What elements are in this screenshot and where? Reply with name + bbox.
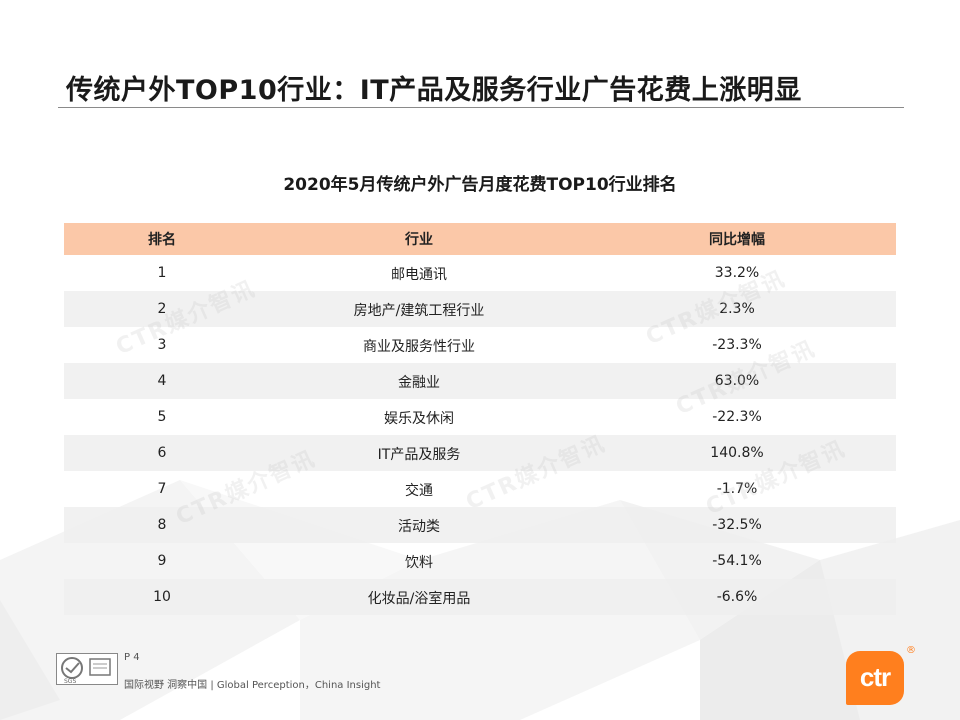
ctr-logo: ctr <box>846 651 904 705</box>
cell-rank: 10 <box>64 579 260 615</box>
table-row: 6 IT产品及服务 140.8% <box>64 435 896 471</box>
cell-rank: 9 <box>157 553 167 569</box>
page-title: 传统户外TOP10行业：IT产品及服务行业广告花费上涨明显 <box>66 75 802 106</box>
cell-rank: 1 <box>157 265 167 281</box>
cell-change: -23.3% <box>712 337 762 353</box>
table-title: 2020年5月传统户外广告月度花费TOP10行业排名 <box>283 175 677 195</box>
page-number: P 4 <box>124 652 140 663</box>
table-row: 4 金融业 63.0% <box>64 363 896 399</box>
registered-mark: ® <box>906 645 916 656</box>
header-change: 同比增幅 <box>578 223 896 255</box>
table-header-row: 排名 行业 同比增幅 <box>64 223 896 255</box>
cell-rank: 4 <box>64 363 260 399</box>
cell-industry: 饮料 <box>405 555 433 571</box>
footer-tagline: 国际视野 洞察中国 | Global Perception，China Insi… <box>124 680 381 691</box>
cell-industry: 金融业 <box>260 363 578 399</box>
ranking-table: 排名 行业 同比增幅 1 邮电通讯 33.2% 2 房地产/建筑工程行业 2.3… <box>64 223 896 615</box>
cell-change: 63.0% <box>578 363 896 399</box>
cell-rank: 5 <box>157 409 167 425</box>
table-row: 3 商业及服务性行业 -23.3% <box>64 327 896 363</box>
cell-industry: 商业及服务性行业 <box>363 339 475 355</box>
cell-change: 140.8% <box>578 435 896 471</box>
cell-industry: IT产品及服务 <box>260 435 578 471</box>
header-industry: 行业 <box>260 223 578 255</box>
cell-industry: 娱乐及休闲 <box>384 411 454 427</box>
cell-change: 33.2% <box>714 265 760 281</box>
table-row: 5 娱乐及休闲 -22.3% <box>64 399 896 435</box>
cell-change: -32.5% <box>578 507 896 543</box>
table-row: 2 房地产/建筑工程行业 2.3% <box>64 291 896 327</box>
cell-industry: 活动类 <box>260 507 578 543</box>
cell-industry: 邮电通讯 <box>391 267 447 283</box>
cell-industry: 房地产/建筑工程行业 <box>260 291 578 327</box>
table-row: 8 活动类 -32.5% <box>64 507 896 543</box>
cell-industry: 交通 <box>405 483 433 499</box>
table-row: 10 化妆品/浴室用品 -6.6% <box>64 579 896 615</box>
table-row: 1 邮电通讯 33.2% <box>64 255 896 291</box>
cell-change: -1.7% <box>716 481 758 497</box>
cell-rank: 7 <box>157 481 167 497</box>
cell-change: -22.3% <box>712 409 762 425</box>
cell-change: -6.6% <box>578 579 896 615</box>
table-row: 7 交通 -1.7% <box>64 471 896 507</box>
cert-text: SGS <box>64 678 76 685</box>
cell-change: -54.1% <box>712 553 762 569</box>
cell-rank: 3 <box>157 337 167 353</box>
cell-change: 2.3% <box>578 291 896 327</box>
cell-rank: 8 <box>64 507 260 543</box>
header-rank: 排名 <box>64 223 260 255</box>
cell-rank: 2 <box>64 291 260 327</box>
cell-rank: 6 <box>64 435 260 471</box>
title-divider <box>58 107 904 108</box>
certification-logo: SGS <box>56 653 118 685</box>
cell-industry: 化妆品/浴室用品 <box>260 579 578 615</box>
table-row: 9 饮料 -54.1% <box>64 543 896 579</box>
